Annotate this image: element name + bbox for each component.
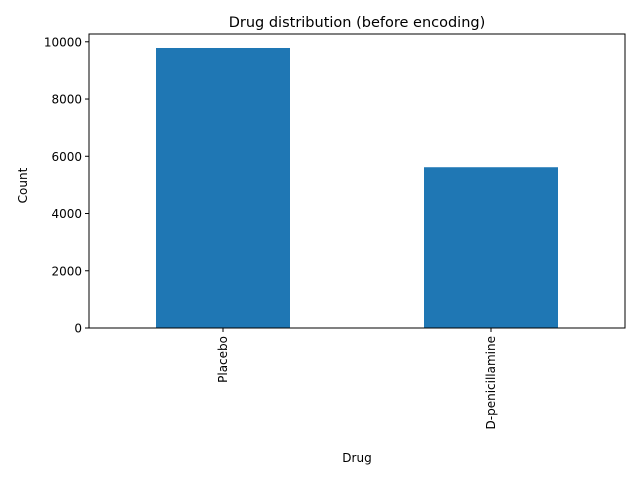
x-tick-label: D-penicillamine bbox=[484, 336, 498, 429]
y-tick-label: 4000 bbox=[51, 207, 82, 221]
y-tick-label: 6000 bbox=[51, 150, 82, 164]
bar-d-penicillamine bbox=[424, 167, 558, 328]
x-axis-label: Drug bbox=[342, 451, 371, 465]
y-axis-label: Count bbox=[16, 167, 30, 203]
bar-placebo bbox=[156, 47, 290, 328]
x-axis: Placebo D-penicillamine bbox=[216, 328, 498, 429]
y-tick-label: 2000 bbox=[51, 264, 82, 278]
y-axis: 0 2000 4000 6000 8000 10000 bbox=[44, 35, 89, 336]
y-tick-label: 8000 bbox=[51, 93, 82, 107]
y-tick-label: 0 bbox=[74, 322, 82, 336]
plot-frame bbox=[88, 33, 626, 329]
y-tick-label: 10000 bbox=[44, 35, 82, 49]
bars-group bbox=[156, 47, 558, 328]
x-tick-label: Placebo bbox=[216, 336, 230, 383]
chart-title: Drug distribution (before encoding) bbox=[229, 15, 486, 31]
